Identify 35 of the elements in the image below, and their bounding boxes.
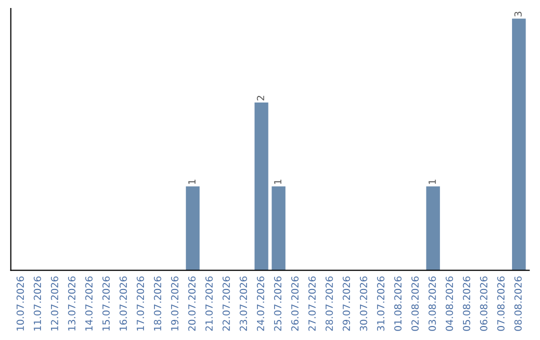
x-tick-label: 22.07.2026 [222, 276, 230, 331]
x-tick-label: 01.08.2026 [394, 276, 402, 331]
x-tick-label: 16.07.2026 [120, 276, 127, 330]
x-tick-label: 13.07.2026 [68, 276, 76, 330]
x-tick-label: 17.07.2026 [136, 276, 144, 330]
x-tick-label: 18.07.2026 [154, 276, 162, 330]
x-tick-label: 23.07.2026 [240, 276, 248, 331]
x-tick-label: 24.07.2026 [256, 276, 264, 331]
x-tick-label: 27.07.2026 [308, 276, 316, 331]
x-tick-label: 25.07.2026 [274, 276, 282, 331]
x-tick-label: 02.08.2026 [411, 276, 419, 331]
x-tick-label: 04.08.2026 [446, 276, 454, 331]
x-tick-label: 30.07.2026 [360, 276, 368, 331]
x-tick-label: 29.07.2026 [342, 276, 350, 331]
x-tick-label: 15.07.2026 [102, 276, 110, 330]
data-label: 2 [256, 96, 264, 100]
x-tick-label: 14.07.2026 [85, 276, 93, 330]
x-tick-label: 08.08.2026 [514, 276, 522, 331]
x-tick-label: 07.08.2026 [497, 276, 505, 331]
x-tick-label: 20.07.2026 [188, 276, 196, 331]
x-tick-label: 11.07.2026 [34, 276, 42, 330]
x-tick-label: 06.08.2026 [480, 276, 488, 331]
x-tick-label: 12.07.2026 [50, 276, 58, 330]
x-tick-label: 26.07.2026 [291, 276, 299, 331]
data-label: 1 [428, 180, 436, 184]
data-label: 1 [274, 180, 282, 184]
x-tick-label: 19.07.2026 [171, 276, 178, 330]
x-tick-label: 31.07.2026 [377, 276, 384, 331]
x-tick-label: 10.07.2026 [16, 276, 24, 330]
x-tick-label: 21.07.2026 [205, 276, 213, 331]
x-tick-label: 05.08.2026 [462, 276, 470, 331]
data-label: 1 [188, 180, 196, 184]
x-tick-label: 28.07.2026 [326, 276, 333, 331]
x-tick-label: 03.08.2026 [428, 276, 436, 331]
data-label: 3 [514, 12, 522, 16]
